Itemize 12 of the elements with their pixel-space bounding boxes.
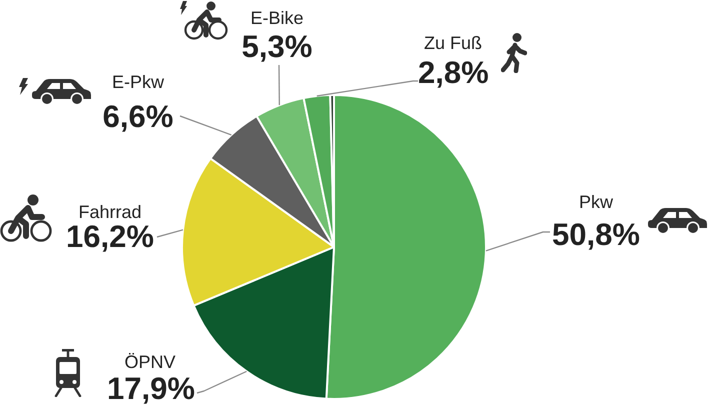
slice-label: ÖPNV (124, 352, 176, 372)
slice-label: Pkw (578, 192, 614, 212)
slice-label: E-Bike (250, 8, 304, 28)
data-label: 2,8% (418, 55, 489, 90)
data-label: 17,9% (107, 371, 195, 406)
data-label: 5,3% (242, 29, 312, 64)
data-label: 50,8% (552, 217, 640, 252)
data-label: 6,6% (102, 99, 174, 134)
slice-label: Fahrrad (78, 202, 142, 222)
slice-label: Zu Fuß (424, 33, 482, 53)
data-label: 16,2% (66, 219, 154, 254)
slice-label: E-Pkw (112, 72, 165, 92)
